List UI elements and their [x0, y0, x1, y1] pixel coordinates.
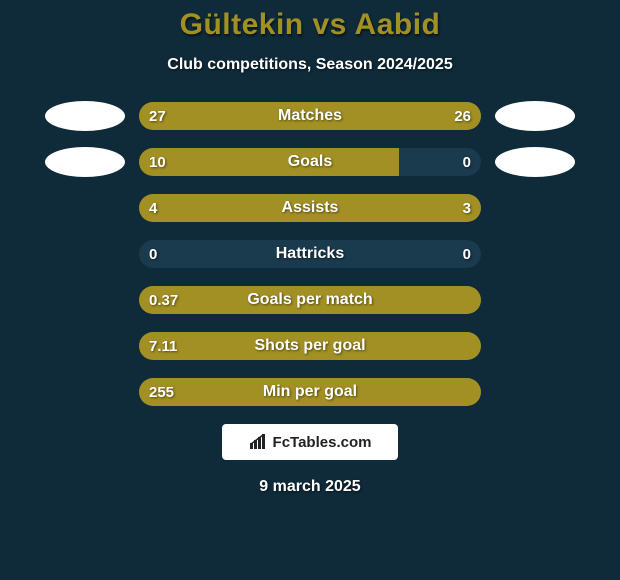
stat-row: 100Goals	[0, 148, 620, 176]
player-avatar-left	[45, 101, 125, 131]
stat-metric-label: Shots per goal	[139, 332, 481, 360]
stat-row: 7.11Shots per goal	[0, 332, 620, 360]
stat-bar: 100Goals	[139, 148, 481, 176]
stat-metric-label: Min per goal	[139, 378, 481, 406]
player-avatar-right	[495, 147, 575, 177]
source-badge-text: FcTables.com	[273, 434, 372, 451]
stat-bar: 2726Matches	[139, 102, 481, 130]
stat-rows: 2726Matches 100Goals 43Assists 00Hattricks 0…	[0, 102, 620, 406]
stat-metric-label: Assists	[139, 194, 481, 222]
stat-row: 0.37Goals per match	[0, 286, 620, 314]
stat-bar: 255Min per goal	[139, 378, 481, 406]
page-subtitle: Club competitions, Season 2024/2025	[0, 56, 620, 74]
footer: FcTables.com 9 march 2025	[0, 424, 620, 496]
stat-bar: 43Assists	[139, 194, 481, 222]
stat-metric-label: Matches	[139, 102, 481, 130]
stat-bar: 7.11Shots per goal	[139, 332, 481, 360]
stat-row: 00Hattricks	[0, 240, 620, 268]
stat-row: 255Min per goal	[0, 378, 620, 406]
stat-row: 43Assists	[0, 194, 620, 222]
stat-metric-label: Hattricks	[139, 240, 481, 268]
stat-metric-label: Goals per match	[139, 286, 481, 314]
stat-bar: 0.37Goals per match	[139, 286, 481, 314]
source-badge: FcTables.com	[222, 424, 398, 460]
footer-date: 9 march 2025	[259, 478, 360, 496]
stat-bar: 00Hattricks	[139, 240, 481, 268]
stat-metric-label: Goals	[139, 148, 481, 176]
page-title: Gültekin vs Aabid	[0, 8, 620, 42]
stat-row: 2726Matches	[0, 102, 620, 130]
comparison-card: Gültekin vs Aabid Club competitions, Sea…	[0, 0, 620, 580]
player-avatar-right	[495, 101, 575, 131]
chart-icon	[249, 434, 267, 450]
player-avatar-left	[45, 147, 125, 177]
